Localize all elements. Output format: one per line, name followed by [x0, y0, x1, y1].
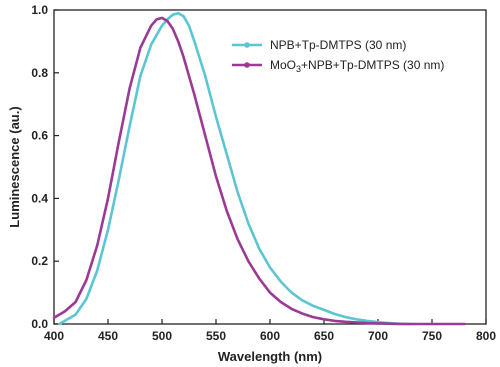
legend-label-2: MoO3+NPB+Tp-DMTPS (30 nm): [270, 58, 444, 74]
x-tick-label: 550: [206, 329, 226, 343]
legend-marker-1: [244, 42, 250, 48]
series-line-2: [52, 16, 466, 326]
x-tick-label: 400: [44, 329, 64, 343]
x-tick-label: 450: [98, 329, 118, 343]
y-tick-label: 0.4: [31, 191, 48, 205]
y-axis-title: Luminescence (au.): [7, 106, 22, 227]
x-tick-label: 600: [260, 329, 280, 343]
y-tick-label: 0.0: [31, 317, 48, 331]
legend-marker-2: [244, 62, 250, 68]
y-tick-label: 0.2: [31, 254, 48, 268]
x-tick-label: 500: [152, 329, 172, 343]
y-tick-label: 1.0: [31, 3, 48, 17]
legend-label-1: NPB+Tp-DMTPS (30 nm): [270, 38, 406, 52]
x-tick-label: 800: [476, 329, 496, 343]
series-line-1: [58, 11, 412, 326]
x-tick-label: 650: [314, 329, 334, 343]
x-tick-label: 750: [422, 329, 442, 343]
y-tick-label: 0.6: [31, 129, 48, 143]
y-tick-label: 0.8: [31, 66, 48, 80]
x-axis-title: Wavelength (nm): [218, 349, 322, 364]
legend: NPB+Tp-DMTPS (30 nm) MoO3+NPB+Tp-DMTPS (3…: [232, 38, 444, 74]
x-tick-label: 700: [368, 329, 388, 343]
